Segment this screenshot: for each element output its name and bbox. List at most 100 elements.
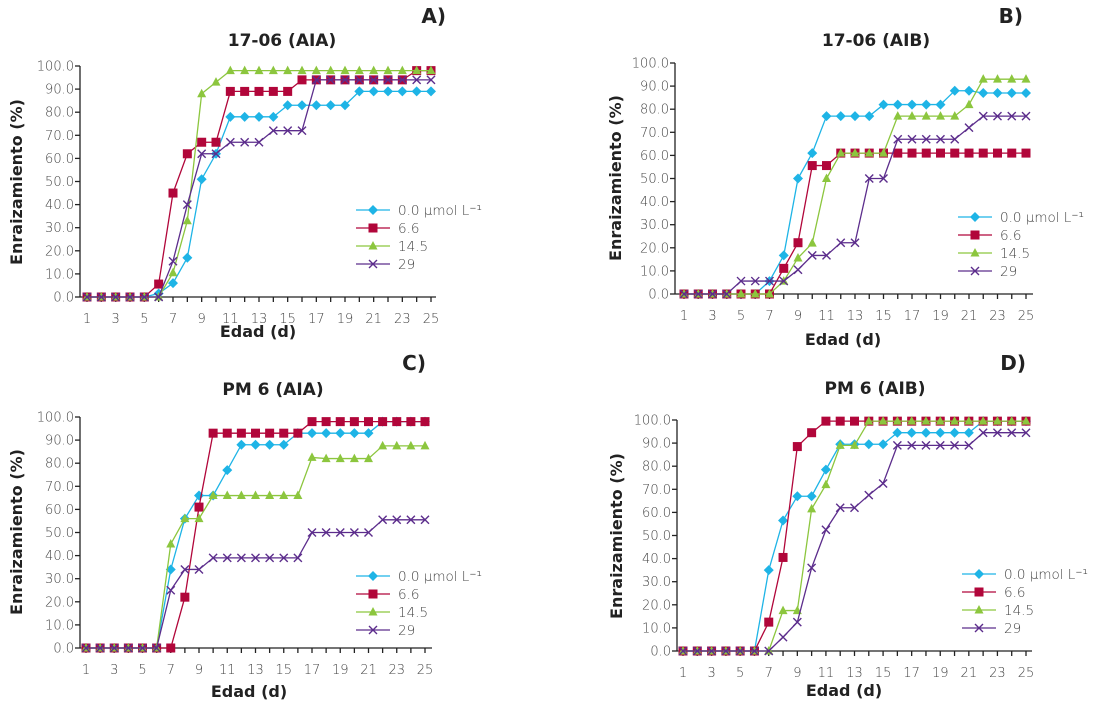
series-line (87, 69, 431, 298)
x-tick-label: 19 (932, 309, 949, 324)
data-point (936, 148, 945, 158)
data-point (850, 416, 859, 426)
data-point (950, 111, 960, 120)
data-point (878, 479, 888, 489)
y-tick-label: 100.0 (37, 60, 74, 75)
data-point (211, 77, 221, 86)
data-point (180, 564, 190, 574)
series-line (683, 420, 1026, 652)
data-point (364, 417, 373, 427)
series-29 (81, 515, 430, 653)
data-point (850, 148, 860, 157)
data-point (950, 416, 960, 425)
x-tick-label: 19 (332, 663, 349, 678)
data-point (194, 502, 204, 512)
x-tick-label: 7 (167, 663, 175, 678)
data-point (168, 256, 178, 266)
data-point (864, 111, 875, 122)
y-tick-label: 0.0 (53, 642, 74, 657)
data-point (765, 276, 774, 286)
data-point (138, 643, 147, 653)
data-point (426, 65, 436, 75)
data-point (411, 86, 422, 97)
data-point (368, 86, 379, 97)
series-14-5 (82, 65, 436, 301)
data-point (182, 149, 192, 159)
data-point (921, 111, 931, 120)
y-tick-label: 10.0 (640, 264, 669, 279)
y-tick-label: 10.0 (45, 267, 74, 282)
data-point (349, 417, 359, 427)
data-point (793, 265, 803, 275)
data-point (268, 111, 279, 122)
data-point (921, 416, 931, 425)
data-point (820, 464, 831, 475)
legend-label: 14.5 (1004, 603, 1034, 619)
x-tick-label: 25 (417, 663, 434, 678)
data-point (920, 427, 931, 438)
legend: 0.0 µmol L⁻¹ 6.6 14.5 29 (958, 210, 1084, 280)
x-tick-label: 21 (360, 663, 377, 678)
y-tick-label: 70.0 (45, 480, 74, 495)
data-point (412, 75, 422, 85)
data-point (822, 250, 831, 260)
legend-item: 29 (962, 621, 1021, 637)
series-line (683, 432, 1026, 652)
data-point (1021, 88, 1031, 99)
data-point (964, 99, 974, 109)
y-tick-label: 90.0 (45, 434, 74, 449)
data-point (335, 417, 345, 427)
x-tick-label: 21 (365, 312, 382, 327)
data-point (311, 75, 321, 85)
data-point (821, 479, 831, 489)
data-point (864, 174, 874, 183)
data-point (722, 289, 732, 299)
data-point (692, 646, 702, 656)
data-point (420, 417, 430, 427)
data-point (864, 148, 874, 157)
y-tick-label: 30.0 (45, 221, 74, 236)
x-axis-label: Edad (d) (211, 682, 287, 701)
y-tick-label: 30.0 (45, 572, 74, 587)
data-point (378, 417, 388, 427)
x-tick-label: 1 (83, 312, 91, 327)
data-point (81, 643, 91, 653)
data-point (236, 439, 247, 450)
legend-item: 29 (958, 264, 1017, 280)
data-point (835, 503, 845, 513)
data-point (963, 427, 974, 438)
data-point (792, 442, 802, 452)
data-point (349, 528, 359, 537)
data-point (807, 250, 817, 260)
data-point (835, 440, 845, 449)
y-tick-label: 100.0 (634, 414, 671, 429)
data-point (211, 149, 221, 159)
data-point (778, 552, 788, 562)
x-axis-label: Edad (d) (806, 681, 882, 700)
data-point (863, 439, 874, 450)
data-point (822, 173, 831, 182)
data-point (892, 440, 902, 450)
panel-letter: D) (1000, 351, 1026, 375)
data-point (1021, 148, 1031, 158)
data-point (321, 528, 331, 537)
legend-label: 29 (398, 623, 415, 639)
legend-marker (368, 571, 378, 581)
chart-panel-d: D) PM 6 (AIB) 0.0 10.0 20.0 30.0 40.0 50.0 60.0 7… (607, 351, 1088, 700)
data-point (321, 428, 332, 439)
data-point (850, 440, 859, 449)
x-tick-label: 9 (198, 312, 206, 327)
data-point (406, 417, 416, 427)
data-point (721, 646, 731, 656)
data-point (293, 490, 303, 500)
data-point (793, 238, 803, 248)
legend-label: 14.5 (1000, 246, 1030, 262)
legend-label: 6.6 (398, 587, 419, 603)
data-point (293, 428, 303, 438)
y-tick-label: 100.0 (37, 411, 74, 426)
data-point (978, 74, 988, 83)
data-point (1007, 148, 1017, 158)
legend-label: 0.0 µmol L⁻¹ (1000, 210, 1084, 226)
data-point (240, 65, 250, 75)
data-point (893, 134, 903, 144)
